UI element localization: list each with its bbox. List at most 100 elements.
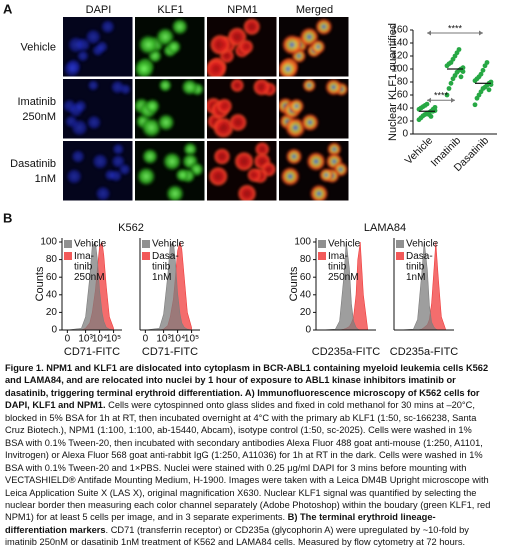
cell — [66, 168, 83, 185]
y-tick-label: 20 — [300, 307, 312, 318]
cell — [166, 39, 182, 55]
y-tick-label: 140 — [391, 38, 408, 49]
caption-line: Cruz Biotech.), NPM1 (1:100, 1:100, ab-1… — [5, 424, 516, 436]
caption-line: imatinib 250nM or dasatinib 1nM treatmen… — [5, 536, 516, 548]
y-tick-label: 60 — [46, 272, 58, 283]
data-point — [460, 69, 466, 74]
caption-text: NPM1) for at least 5 cells per image, an… — [5, 512, 288, 523]
cell — [310, 39, 326, 55]
caption-line: dasatinib, triggering terminal erythroid… — [5, 387, 516, 399]
micrograph — [279, 79, 349, 139]
caption-text: VECTASHIELD® Antifade Mounting Medium, H… — [5, 475, 489, 486]
caption-line: BSA with 0.1% Tween-20 and 1×PBS. Nuclei… — [5, 462, 516, 474]
legend-label: Ima-tinib 250nM — [74, 251, 105, 283]
cell — [314, 17, 333, 36]
cell — [158, 79, 173, 93]
cells — [207, 17, 261, 77]
legend-label: Dasa-tinib 1nM — [406, 251, 433, 283]
row-label: 250nM — [22, 111, 56, 123]
cell — [216, 98, 233, 115]
cells — [135, 79, 205, 139]
panel-label: B — [3, 210, 12, 225]
cell — [238, 39, 254, 55]
cell — [165, 183, 185, 201]
cell — [100, 19, 115, 34]
x-tick-label: 10⁴ — [170, 334, 185, 345]
cell — [242, 17, 261, 36]
y-tick-label: 160 — [391, 25, 408, 36]
cell — [137, 33, 159, 56]
cell — [228, 113, 248, 132]
micrograph — [135, 79, 205, 139]
caption-text: DAPI, KLF1 and NPM1. — [5, 400, 106, 411]
cell — [182, 141, 198, 157]
data-point — [448, 80, 454, 86]
legend-swatch — [142, 240, 150, 248]
cells — [279, 17, 333, 77]
micrograph — [207, 79, 277, 139]
cells — [135, 17, 189, 77]
data-point — [444, 92, 450, 98]
y-tick-label: 0 — [305, 325, 311, 336]
cell — [112, 143, 125, 156]
cell — [141, 147, 159, 166]
cell — [161, 151, 183, 172]
cell — [246, 167, 262, 183]
y-tick-label: 100 — [40, 237, 57, 248]
y-tick-label: 40 — [397, 103, 409, 114]
cell — [135, 166, 157, 187]
cell — [305, 151, 327, 172]
cell — [326, 141, 342, 157]
y-tick-label: 20 — [46, 307, 58, 318]
cell — [73, 99, 87, 113]
caption-text: Invitrogen) or Alexa Fluor 568 goat anti… — [5, 450, 483, 461]
data-point — [432, 104, 438, 110]
y-tick-label: 60 — [397, 90, 409, 101]
cell — [170, 17, 189, 36]
y-tick-label: 60 — [300, 272, 312, 283]
caption-line: Invitrogen) or Alexa Fluor 568 goat anti… — [5, 449, 516, 461]
x-tick-label: 10³ — [78, 334, 93, 345]
x-tick-label: 10³ — [156, 334, 171, 345]
data-point — [446, 86, 452, 91]
caption-text: . CD71 (transferrin receptor) or CD235a … — [105, 524, 469, 535]
cell — [207, 166, 229, 187]
cell — [318, 167, 334, 183]
caption-text: BSA with 0.1% Tween-20, then incubated w… — [5, 437, 483, 448]
legend-swatch — [396, 240, 404, 248]
y-axis-label: Counts — [288, 266, 300, 301]
x-tick-label: 0 — [143, 334, 149, 345]
cells — [207, 79, 277, 139]
caption-text: B) The terminal erythroid lineage- — [287, 512, 436, 523]
cells — [279, 141, 349, 201]
y-tick-label: 40 — [300, 289, 312, 300]
micrograph — [207, 141, 277, 201]
y-tick-label: 120 — [391, 51, 408, 62]
cell — [300, 113, 320, 132]
cells — [63, 79, 132, 137]
caption-text: dasatinib, triggering terminal erythroid… — [5, 387, 480, 398]
cell — [85, 28, 102, 46]
cell — [174, 167, 190, 183]
y-axis-label: Counts — [34, 266, 46, 301]
significance-label: **** — [448, 23, 463, 33]
legend-swatch — [64, 252, 72, 260]
data-point — [478, 71, 484, 77]
caption-line: and LAMA84, and are relocated into nucle… — [5, 374, 516, 386]
row-label: 1nM — [35, 173, 56, 185]
cell — [279, 58, 299, 77]
legend-label: Vehicle — [74, 239, 107, 250]
micrograph — [135, 141, 205, 201]
x-axis-label: CD71-FITC — [64, 346, 120, 358]
y-tick-label: 80 — [300, 254, 312, 265]
legend-label: Vehicle — [328, 239, 361, 250]
cell — [233, 151, 255, 172]
histogram-area — [145, 241, 192, 331]
data-point — [484, 60, 490, 65]
x-tick-label: 10⁴ — [92, 334, 107, 345]
cell — [302, 79, 317, 93]
caption-line: nuclear border then measuring each color… — [5, 499, 516, 511]
cell — [252, 79, 271, 97]
caption-text: nuclear border then measuring each color… — [5, 499, 491, 510]
micrograph — [135, 17, 205, 77]
